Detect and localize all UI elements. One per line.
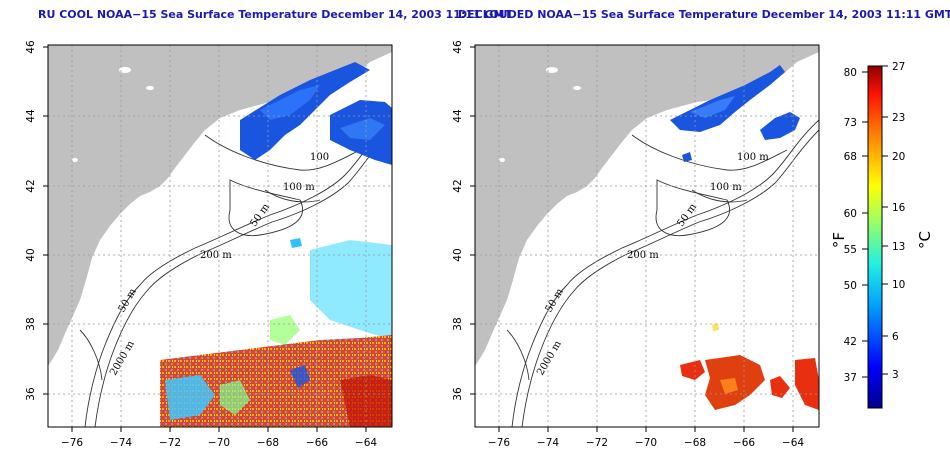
left-xtick-70: −70: [208, 437, 230, 449]
left-ytick-40: 40: [25, 248, 37, 261]
left-xtick-76: −76: [61, 437, 83, 449]
right-xtick-74: −74: [537, 437, 559, 449]
colorbar-c-tick-16: 16: [892, 202, 906, 214]
left-ytick-46: 46: [25, 40, 37, 54]
left-contour-label-2: 100 m: [283, 182, 315, 193]
colorbar-f-tick-68: 68: [844, 151, 857, 163]
right-ytick-38: 38: [452, 317, 464, 330]
colorbar-c-tick-13: 13: [892, 241, 905, 253]
right-xtick-64: −64: [782, 437, 804, 449]
left-sst-cold: [240, 62, 392, 165]
left-xtick-66: −66: [306, 437, 328, 449]
colorbar-f-tick-73: 73: [844, 117, 857, 129]
colorbar: 80 73 68 60 55 50 42 37 27 23 20 16 13 1…: [830, 61, 934, 409]
right-xtick-72: −72: [586, 437, 608, 449]
left-sst-warm: [160, 335, 392, 427]
right-map-title: DECLOUDED NOAA−15 Sea Surface Temperatur…: [458, 8, 950, 21]
colorbar-f-tick-42: 42: [844, 336, 857, 348]
right-ytick-36: 36: [452, 387, 464, 401]
left-ytick-38: 38: [25, 317, 37, 330]
right-contour-label-2: 100 m: [710, 182, 742, 193]
left-xtick-68: −68: [257, 437, 279, 449]
right-ytick-40: 40: [452, 248, 464, 261]
right-contour-label-1: 100 m: [737, 152, 769, 163]
colorbar-f-tick-80: 80: [844, 67, 857, 79]
right-map: 100 m 100 m 50 m 200 m 50 m 2000 m: [452, 40, 820, 449]
left-map: 100 100 m 50 m 200 m 50 m 2000 m: [25, 40, 393, 449]
colorbar-c-tick-23: 23: [892, 112, 905, 124]
left-xtick-72: −72: [159, 437, 181, 449]
colorbar-c-tick-6: 6: [892, 331, 899, 343]
right-sst-cold: [670, 65, 800, 162]
right-contour-label-4: 200 m: [627, 250, 659, 261]
right-xtick-66: −66: [733, 437, 755, 449]
colorbar-c-tick-3: 3: [892, 369, 899, 381]
colorbar-fahrenheit-label: °F: [830, 232, 848, 248]
colorbar-gradient: [867, 65, 883, 409]
left-ytick-42: 42: [25, 179, 37, 192]
left-sst-mixed: [270, 238, 392, 345]
left-xtick-64: −64: [355, 437, 377, 449]
colorbar-c-tick-27: 27: [892, 61, 905, 73]
right-ytick-46: 46: [452, 40, 464, 54]
colorbar-f-tick-60: 60: [844, 208, 857, 220]
colorbar-c-tick-20: 20: [892, 151, 905, 163]
left-grid: [48, 45, 392, 427]
left-ytick-36: 36: [25, 387, 37, 401]
left-contour-label-4: 200 m: [200, 250, 232, 261]
left-land: [48, 45, 392, 366]
colorbar-c-tick-10: 10: [892, 279, 905, 291]
right-ytick-42: 42: [452, 179, 464, 192]
right-grid: [475, 45, 819, 427]
left-xtick-74: −74: [110, 437, 132, 449]
colorbar-f-tick-37: 37: [844, 372, 857, 384]
right-xtick-70: −70: [635, 437, 657, 449]
colorbar-f-tick-50: 50: [844, 280, 857, 292]
right-sst-warm: [680, 323, 819, 410]
colorbar-f-tick-55: 55: [844, 244, 857, 256]
right-xtick-76: −76: [488, 437, 510, 449]
right-land: [475, 45, 819, 366]
colorbar-celsius-label: °C: [916, 231, 934, 249]
left-ytick-44: 44: [25, 109, 37, 123]
left-map-title: RU COOL NOAA−15 Sea Surface Temperature …: [38, 8, 512, 21]
left-contour-label-1: 100: [310, 152, 329, 163]
right-ytick-44: 44: [452, 109, 464, 123]
right-xtick-68: −68: [684, 437, 706, 449]
